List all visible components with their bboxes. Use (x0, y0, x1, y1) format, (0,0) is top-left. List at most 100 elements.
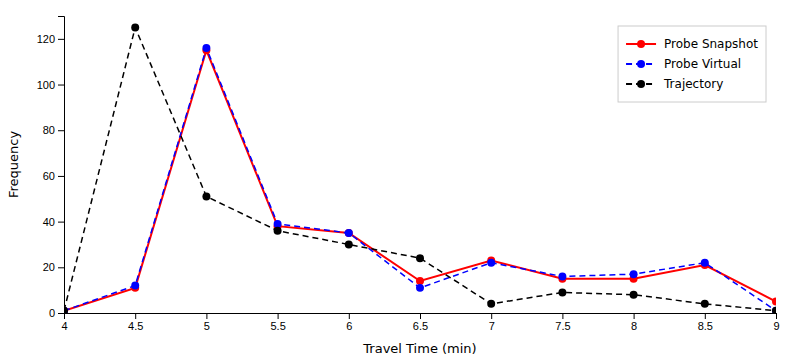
legend-label: Probe Virtual (664, 57, 741, 71)
chart: 4 4.5 5 5.5 6 6.5 7 7.5 8 8.5 9 0 20 40 60 80 100 120 Prob… (0, 0, 800, 363)
series (64, 44, 776, 313)
x-tick: 8 (631, 313, 637, 332)
legend-box (618, 26, 766, 102)
y-tick: 40 (43, 216, 64, 228)
x-tick-mark (206, 313, 207, 319)
x-tick-mark (491, 313, 492, 319)
marker (630, 291, 638, 299)
x-tick: 6.5 (413, 313, 428, 332)
legend-marker (637, 40, 645, 48)
legend-label: Trajectory (663, 77, 723, 91)
line (64, 50, 776, 310)
x-tick-label: 5.5 (270, 320, 285, 332)
x-tick: 9 (773, 313, 779, 332)
marks (64, 23, 776, 313)
y-tick-label: 0 (49, 307, 55, 319)
x-axis-title: Travel Time (min) (362, 341, 476, 356)
marker (630, 270, 638, 278)
x-tick: 7.5 (555, 313, 570, 332)
x-tick-label: 7.5 (555, 320, 570, 332)
y-tick-label: 20 (43, 261, 55, 273)
y-tick-mark (58, 176, 64, 177)
marker (345, 240, 353, 248)
x-tick-label: 9 (773, 320, 779, 332)
x-tick-label: 7 (489, 320, 495, 332)
y-tick-label: 40 (43, 216, 55, 228)
y-tick: 120 (37, 33, 64, 45)
marker (416, 284, 424, 292)
marker (772, 298, 776, 306)
y-tick-mark (58, 130, 64, 131)
marker (701, 259, 709, 267)
x-tick-label: 4 (61, 320, 67, 332)
x-tick-mark (776, 313, 777, 319)
marker (487, 300, 495, 308)
y-tick-label: 120 (37, 33, 55, 45)
marker (416, 254, 424, 262)
x-tick-label: 6 (346, 320, 352, 332)
marker (558, 288, 566, 296)
marker (772, 307, 776, 313)
y-tick-mark (58, 222, 64, 223)
plot: 4 4.5 5 5.5 6 6.5 7 7.5 8 8.5 9 0 20 40 60 80 100 120 Prob… (37, 17, 780, 332)
y-tick: 0 (49, 307, 64, 319)
legend-label: Probe Snapshot (664, 37, 758, 51)
y-tick-label: 80 (43, 124, 55, 136)
x-axis-line (65, 314, 777, 320)
legend-marker (637, 80, 645, 88)
y-tick: 20 (43, 261, 64, 273)
line (64, 27, 776, 310)
y-tick-mark (58, 313, 64, 314)
legend: Probe Snapshot Probe Virtual Trajectory (618, 26, 766, 102)
line (64, 48, 776, 311)
y-axis-line (58, 17, 65, 314)
y-tick-mark (58, 39, 64, 40)
marker (701, 300, 709, 308)
x-tick-label: 6.5 (413, 320, 428, 332)
series (64, 23, 776, 313)
x-tick: 6 (346, 313, 352, 332)
x-tick: 5 (204, 313, 210, 332)
y-tick-label: 100 (37, 79, 55, 91)
marker (772, 307, 776, 313)
marker (558, 272, 566, 280)
legend-item: Probe Virtual (626, 57, 741, 71)
y-axis: 0 20 40 60 80 100 120 (37, 17, 65, 320)
x-tick-label: 4.5 (128, 320, 143, 332)
y-tick: 60 (43, 170, 64, 182)
x-tick-mark (278, 313, 279, 319)
x-tick-label: 5 (204, 320, 210, 332)
x-tick: 7 (489, 313, 495, 332)
x-tick-mark (135, 313, 136, 319)
x-tick-mark (634, 313, 635, 319)
x-tick: 4 (61, 313, 67, 332)
x-tick-mark (420, 313, 421, 319)
marker (64, 307, 68, 313)
x-tick: 8.5 (698, 313, 713, 332)
y-tick-mark (58, 267, 64, 268)
legend-marker (637, 60, 645, 68)
x-tick-label: 8.5 (698, 320, 713, 332)
x-tick: 5.5 (270, 313, 285, 332)
marker (131, 23, 139, 31)
x-tick: 4.5 (128, 313, 143, 332)
marker (274, 220, 282, 228)
marker (416, 277, 424, 285)
marker (202, 44, 210, 52)
marker (345, 229, 353, 237)
x-tick-mark (349, 313, 350, 319)
y-tick-label: 60 (43, 170, 55, 182)
marker (131, 282, 139, 290)
y-tick: 80 (43, 124, 64, 136)
x-tick-mark (562, 313, 563, 319)
marker (274, 227, 282, 235)
y-axis-title: Frequency (6, 131, 21, 198)
series (64, 46, 776, 313)
y-tick-mark (58, 85, 64, 86)
marker (64, 307, 68, 313)
marker (202, 192, 210, 200)
marker (345, 229, 353, 237)
x-tick-mark (705, 313, 706, 319)
marker (487, 259, 495, 267)
legend-item: Trajectory (626, 77, 723, 91)
